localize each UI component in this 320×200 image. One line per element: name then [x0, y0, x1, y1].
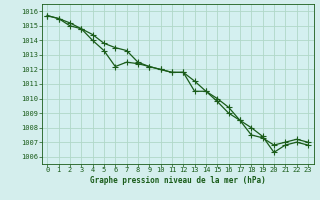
X-axis label: Graphe pression niveau de la mer (hPa): Graphe pression niveau de la mer (hPa) [90, 176, 266, 185]
